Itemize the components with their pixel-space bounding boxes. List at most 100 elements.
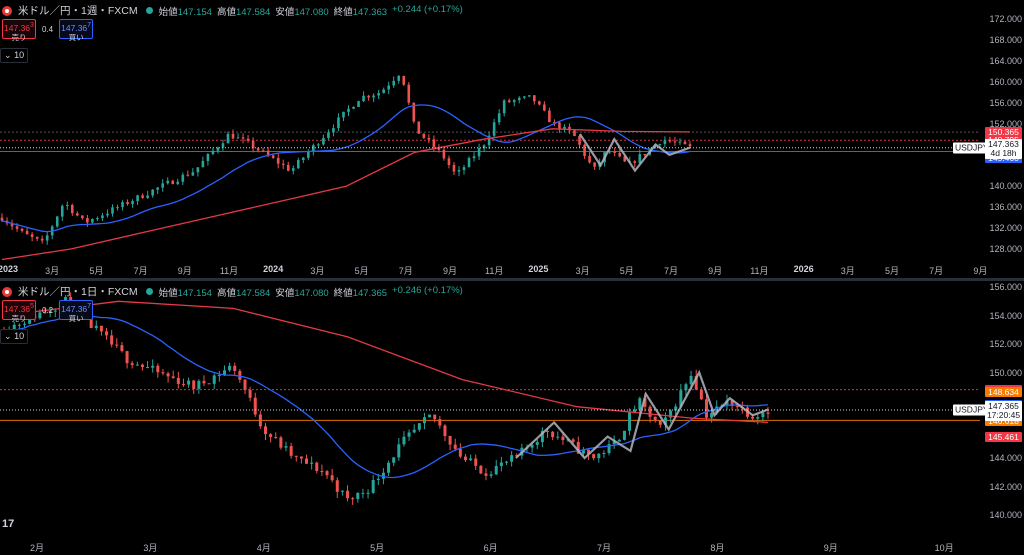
candle-body <box>533 95 536 102</box>
candle-body <box>76 213 79 216</box>
candle-body <box>231 133 235 139</box>
daily-indicator-toggle[interactable]: ⌄ 10 <box>0 329 29 344</box>
close-value: 147.365 <box>352 287 388 299</box>
daily-chart-pane[interactable]: 米ドル／円・1日・FXCM 始値147.154 高値147.584 安値147.… <box>0 281 1024 555</box>
slow-moving-average-line <box>1 128 691 261</box>
candle-body <box>499 462 503 467</box>
candle-body <box>658 144 662 146</box>
candle-body <box>593 162 596 167</box>
time-tick-label: 7月 <box>398 266 413 276</box>
close-label: 終値 <box>333 287 353 299</box>
candle-body <box>522 96 526 98</box>
weekly-chart-pane[interactable]: 米ドル／円・1週・FXCM 始値147.154 高値147.584 安値147.… <box>0 0 1024 278</box>
weekly-indicator-toggle[interactable]: ⌄ 10 <box>0 48 29 63</box>
candle-body <box>296 159 300 169</box>
candle-body <box>437 147 441 150</box>
candle-body <box>271 155 275 158</box>
time-tick-label: 3月 <box>840 266 855 276</box>
candle-body <box>126 202 129 205</box>
candle-body <box>217 374 221 376</box>
close-label: 終値 <box>333 6 353 18</box>
candle-body <box>517 97 521 101</box>
candle-body <box>761 412 765 418</box>
candle-body <box>45 235 49 241</box>
daily-price-plot[interactable] <box>0 281 1024 555</box>
weekly-ohlc-values: 始値147.154 高値147.584 安値147.080 終値147.363 … <box>159 4 463 18</box>
high-value: 147.584 <box>235 6 271 18</box>
candle-body <box>146 195 149 198</box>
sell-price: 147.36 <box>4 22 31 33</box>
time-tick-label: 7月 <box>133 266 148 276</box>
candle-body <box>457 170 461 172</box>
weekly-buy-button[interactable]: 147.367 買い <box>59 19 94 42</box>
candle-body <box>543 104 546 111</box>
candle-body <box>356 492 360 500</box>
candle-body <box>186 174 190 176</box>
time-tick-label: 2026 <box>793 264 814 274</box>
time-tick-label: 2024 <box>263 264 284 274</box>
time-tick-label: 4月 <box>256 543 271 553</box>
current-price-value: 147.363 <box>988 138 1019 149</box>
candle-body <box>361 492 365 494</box>
candle-body <box>628 412 632 431</box>
time-tick-label: 3月 <box>45 266 60 276</box>
candle-body <box>101 215 104 219</box>
weekly-price-plot[interactable] <box>0 0 1024 278</box>
open-label: 始値 <box>158 287 178 299</box>
time-tick-label: 10月 <box>934 543 954 553</box>
weekly-symbol-title[interactable]: 米ドル／円・1週・FXCM <box>18 5 138 17</box>
candle-body <box>236 137 240 139</box>
price-tick-label: 128.000 <box>989 244 1022 254</box>
candle-body <box>325 471 329 476</box>
candle-body <box>196 167 200 173</box>
candle-body <box>181 174 185 182</box>
candle-body <box>55 216 59 227</box>
candle-body <box>507 100 511 103</box>
pane-divider[interactable] <box>0 278 1024 281</box>
daily-buy-button[interactable]: 147.367 買い <box>59 300 94 323</box>
candle-body <box>407 432 411 437</box>
candle-body <box>573 130 576 136</box>
candle-body <box>105 331 109 336</box>
close-value: 147.363 <box>352 6 388 18</box>
candle-body <box>315 462 319 471</box>
time-tick-label: 7月 <box>929 266 944 276</box>
daily-sell-button[interactable]: 147.365 売り <box>2 300 36 323</box>
price-tick-label: 150.000 <box>989 367 1022 378</box>
candle-body <box>286 164 290 171</box>
candle-body <box>352 106 355 109</box>
candle-body <box>279 437 283 448</box>
candle-body <box>638 398 642 410</box>
price-level-label: 150.365 <box>985 127 1022 138</box>
candle-body <box>407 84 411 103</box>
candle-body <box>312 145 315 152</box>
candle-body <box>191 172 195 176</box>
candle-body <box>648 406 652 417</box>
buy-label: 買い <box>68 313 84 323</box>
candle-body <box>402 436 406 445</box>
candle-body <box>578 135 581 145</box>
daily-symbol-title[interactable]: 米ドル／円・1日・FXCM <box>18 286 138 298</box>
price-tick-label: 154.000 <box>989 310 1022 321</box>
candle-body <box>367 95 370 98</box>
current-price-value: 147.365 <box>988 401 1019 412</box>
sell-label: 売り <box>11 32 27 42</box>
candle-body <box>643 398 647 407</box>
candle-body <box>0 217 4 221</box>
candle-body <box>166 180 170 184</box>
candle-body <box>89 315 93 328</box>
candle-body <box>332 128 335 133</box>
candle-body <box>181 383 185 385</box>
candle-body <box>351 498 355 500</box>
weekly-time-axis[interactable]: 2023 3月 5月 7月 9月 11月 2024 3月 5月 7月 9月 11月 2025 3月 5月 7月… <box>0 262 987 278</box>
tradingview-logo[interactable]: 17 <box>2 518 15 530</box>
candle-body <box>340 490 344 492</box>
weekly-sell-button[interactable]: 147.363 売り <box>2 19 36 42</box>
candle-body <box>94 325 98 328</box>
time-tick-label: 5月 <box>89 266 104 276</box>
candle-body <box>538 101 541 105</box>
candle-body <box>482 145 486 149</box>
daily-time-axis[interactable]: 2月 3月 4月 5月 6月 7月 8月 9月 10月 <box>0 539 980 555</box>
candle-body <box>422 417 426 424</box>
candle-body <box>622 430 626 440</box>
